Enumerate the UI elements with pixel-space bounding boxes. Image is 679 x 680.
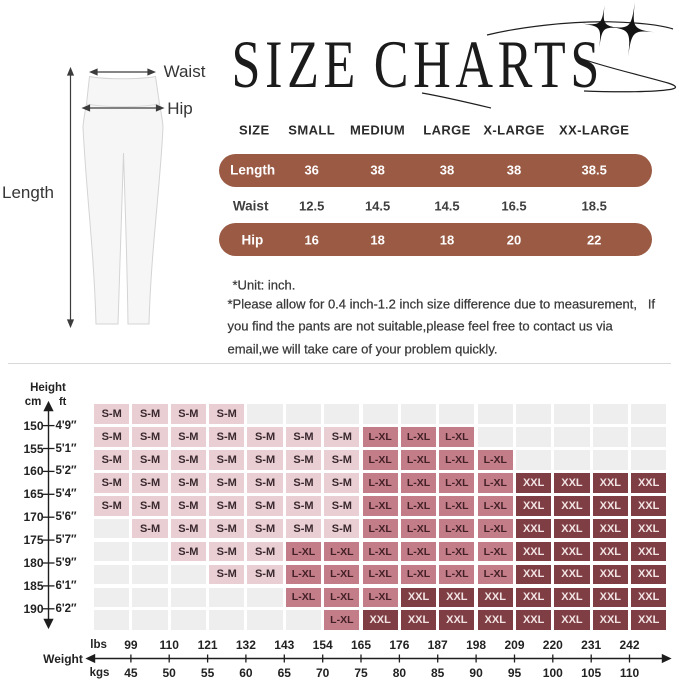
svg-text:SIZE CHARTS: SIZE CHARTS bbox=[232, 28, 604, 103]
